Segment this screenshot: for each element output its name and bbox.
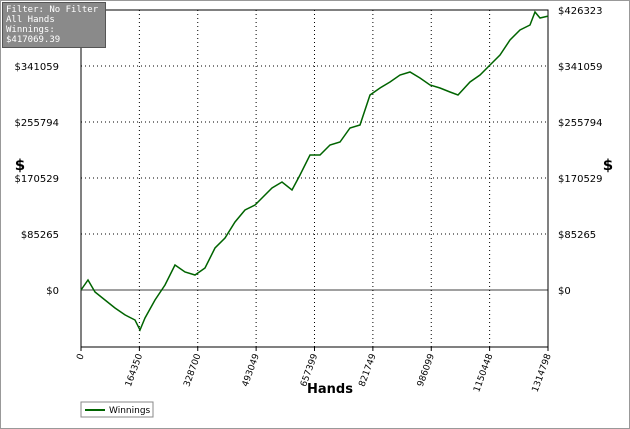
x-tick-label: 1314798 [531, 352, 554, 393]
legend [80, 401, 154, 418]
x-tick-label: 986099 [416, 352, 437, 388]
legend-label: Winnings [109, 406, 151, 416]
info-box: Filter: No Filter All Hands Winnings: $4… [2, 2, 106, 48]
x-tick-label: 0 [75, 352, 86, 361]
x-tick-label: 821749 [358, 352, 379, 388]
y-tick-label-right: $426323 [558, 6, 603, 17]
y-axis-title: $ [15, 156, 25, 174]
y-tick-label: $341059 [14, 62, 59, 73]
y-tick-label-right: $341059 [558, 62, 603, 73]
y-tick-label: $255794 [14, 118, 59, 129]
y-tick-label-right: $170529 [558, 174, 603, 185]
x-tick-label: 1150448 [472, 352, 495, 393]
y-tick-label: $0 [46, 286, 59, 297]
info-line: Filter: No Filter [6, 5, 99, 15]
x-axis-title: Hands [307, 382, 353, 397]
y-tick-label-right: $0 [558, 286, 571, 297]
info-line: All Hands [6, 15, 55, 25]
x-tick-label: 493049 [241, 352, 262, 388]
x-tick-label: 328700 [182, 352, 203, 388]
y-tick-label-right: $85265 [558, 230, 596, 241]
series-line [80, 10, 549, 332]
y-axis-title-right: $ [603, 156, 613, 174]
y-tick-label-right: $255794 [558, 118, 603, 129]
info-line: Winnings: $417069.39 [6, 25, 61, 45]
x-tick-label: 164350 [124, 352, 145, 388]
y-tick-label: $170529 [14, 174, 59, 185]
y-tick-label: $85265 [21, 230, 59, 241]
